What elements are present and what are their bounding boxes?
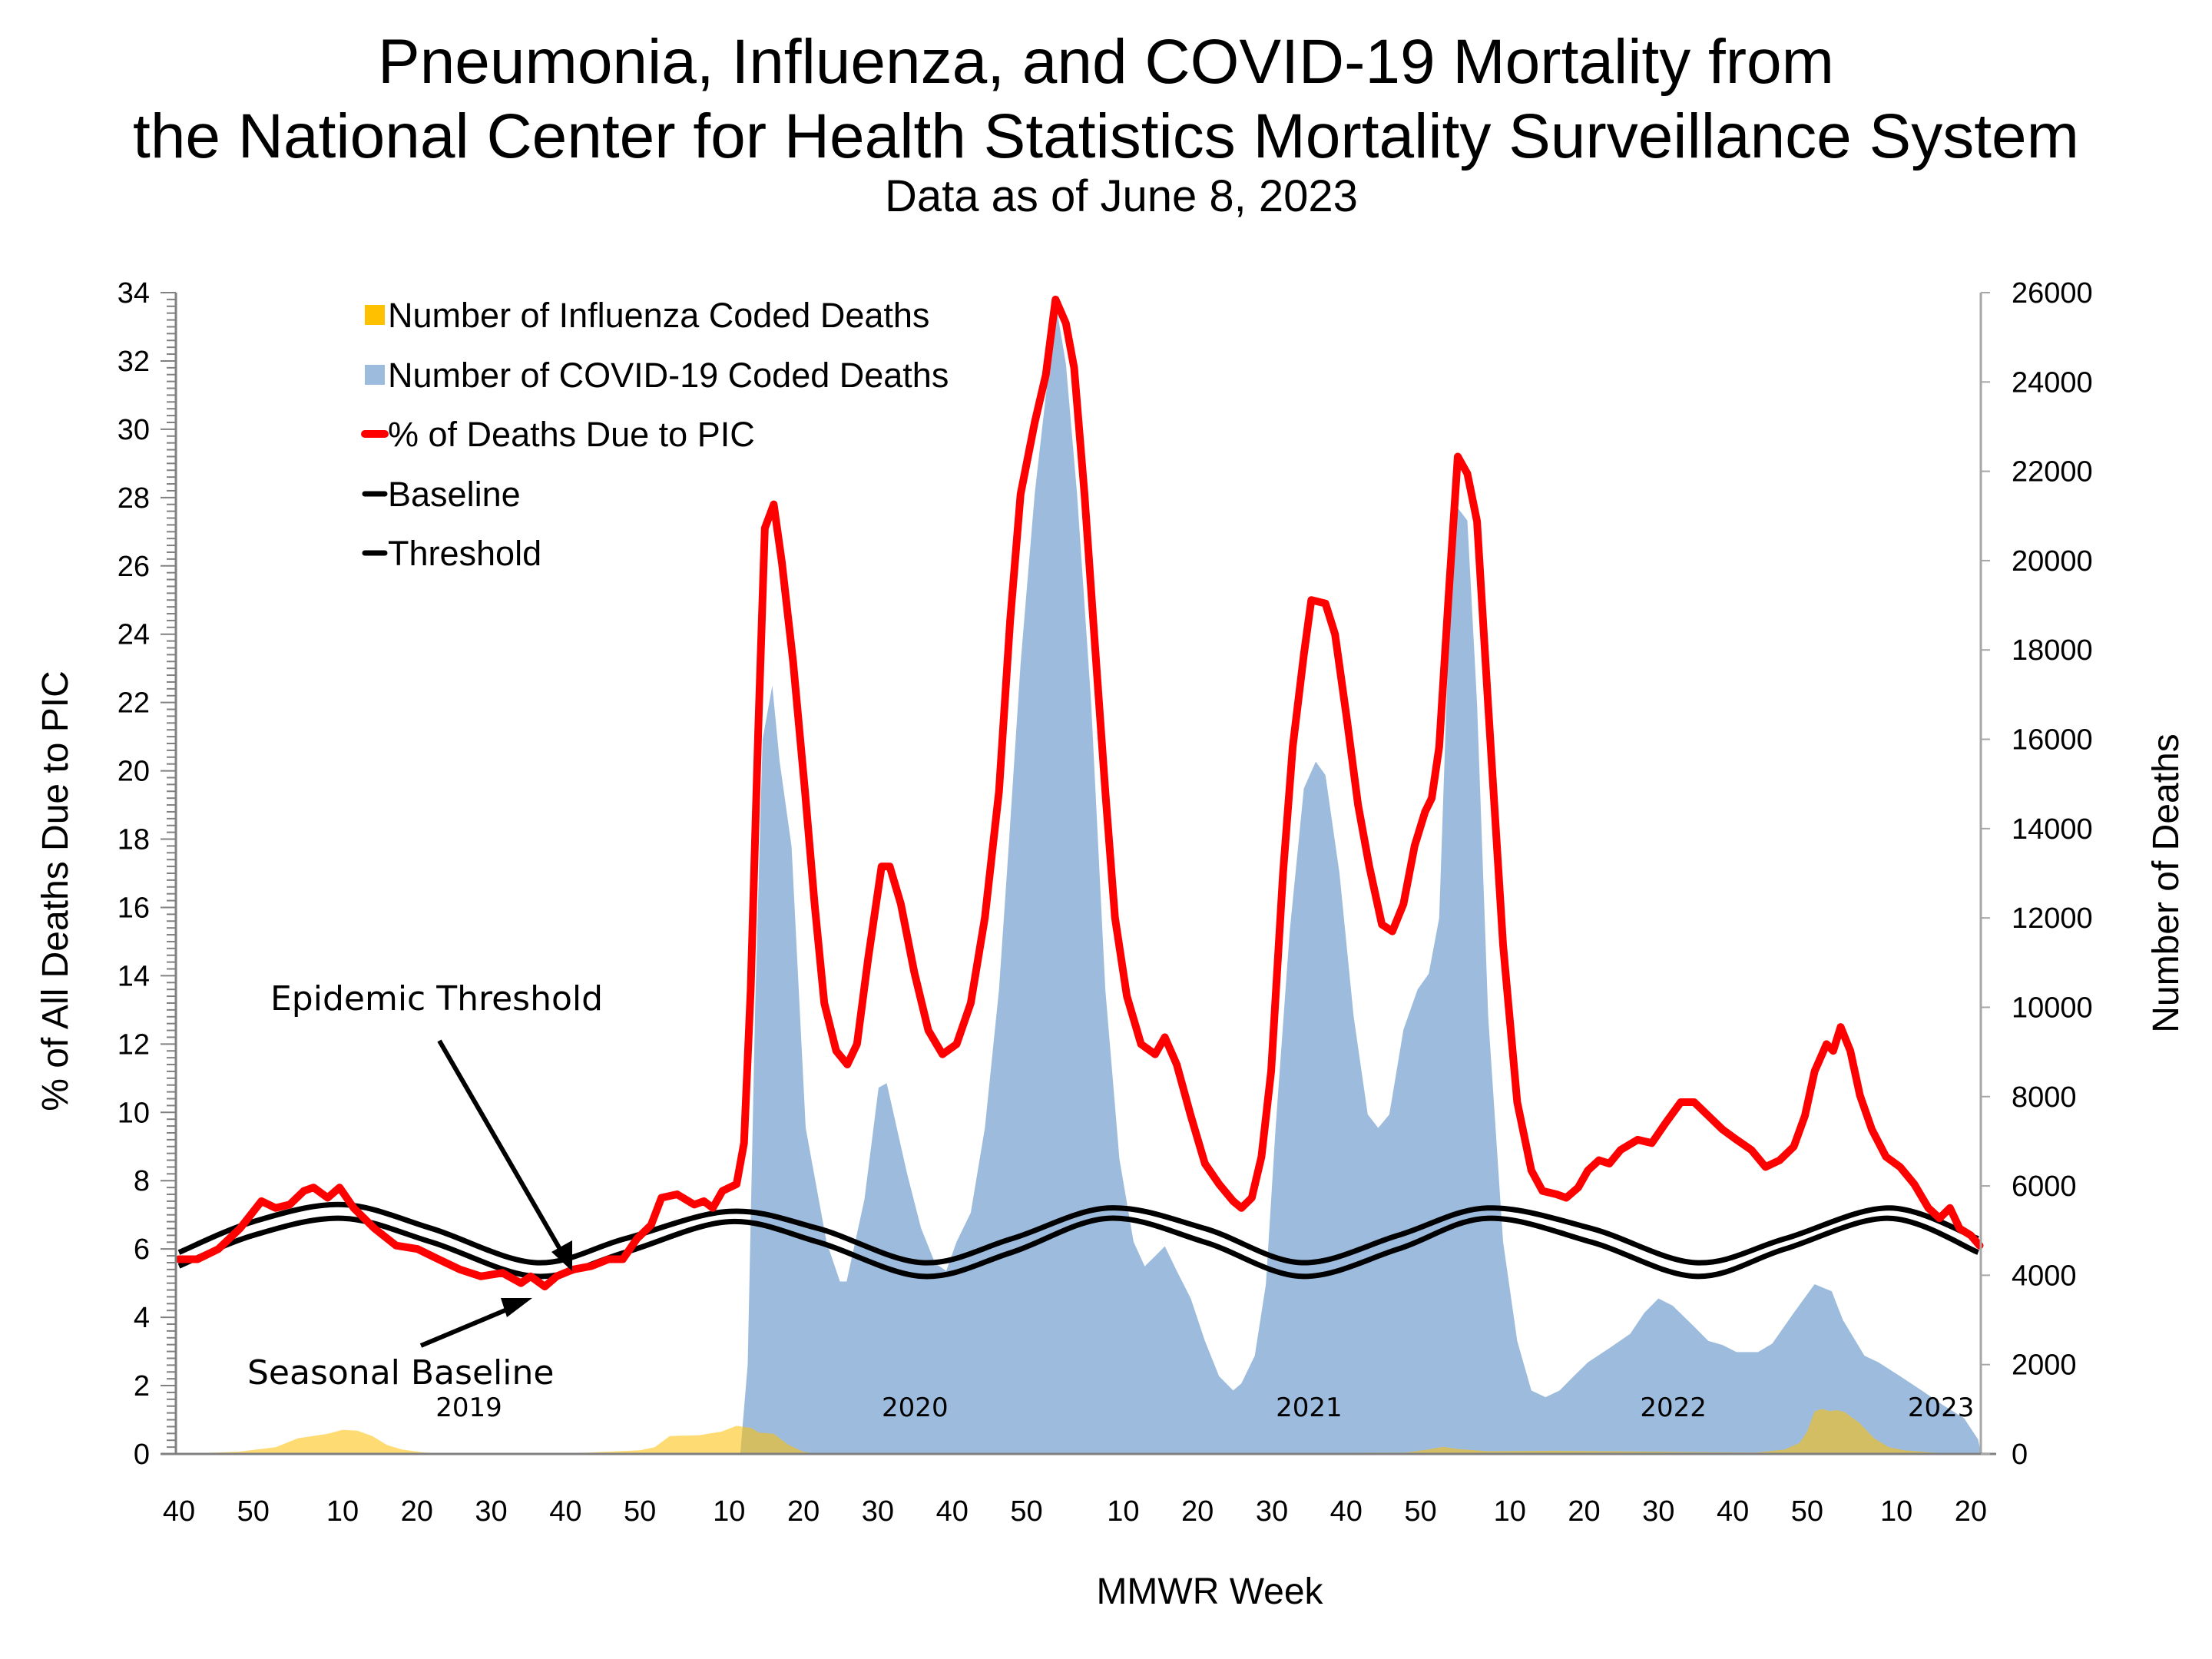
legend-item: % of Deaths Due to PIC (361, 415, 755, 454)
chart-title-line-1: Pneumonia, Influenza, and COVID-19 Morta… (378, 27, 1834, 97)
x-tick-label: 30 (862, 1495, 894, 1528)
y-left-tick-label: 10 (118, 1097, 150, 1129)
y-left-tick-label: 20 (118, 756, 150, 788)
y-left-tick-label: 28 (118, 482, 150, 515)
x-tick-label: 50 (624, 1495, 656, 1528)
y-right-tick-label: 4000 (2012, 1260, 2077, 1292)
annotation-seasonal-baseline: Seasonal Baseline (247, 1298, 554, 1392)
axes-group: 0246810121416182022242628303234020004000… (118, 277, 2093, 1528)
y-left-tick-label: 6 (134, 1233, 150, 1266)
x-tick-label: 40 (1330, 1495, 1363, 1528)
y-right-tick-label: 2000 (2012, 1349, 2077, 1382)
x-tick-label: 30 (1256, 1495, 1288, 1528)
annotation-epidemic-threshold-label: Epidemic Threshold (270, 979, 603, 1018)
y-right-tick-label: 8000 (2012, 1081, 2077, 1114)
x-tick-label: 10 (1107, 1495, 1139, 1528)
area-series-group (179, 301, 1982, 1455)
influenza-deaths-area (179, 1409, 1979, 1454)
x-tick-label: 50 (1010, 1495, 1042, 1528)
x-tick-label: 50 (1791, 1495, 1823, 1528)
year-label: 2020 (882, 1392, 949, 1423)
legend-label: Number of COVID-19 Coded Deaths (388, 356, 949, 395)
legend-label: % of Deaths Due to PIC (388, 415, 755, 454)
x-tick-label: 30 (475, 1495, 507, 1528)
y-right-tick-label: 6000 (2012, 1171, 2077, 1203)
x-tick-label: 10 (1880, 1495, 1912, 1528)
year-label: 2022 (1640, 1392, 1707, 1423)
y-right-tick-label: 14000 (2012, 813, 2093, 846)
legend: Number of Influenza Coded Deaths Number o… (361, 296, 949, 573)
y-right-tick-label: 10000 (2012, 992, 2093, 1024)
y-left-tick-label: 32 (118, 346, 150, 378)
y-left-tick-label: 2 (134, 1370, 150, 1402)
x-tick-label: 20 (1955, 1495, 1987, 1528)
x-tick-label: 50 (237, 1495, 270, 1528)
x-tick-label: 40 (549, 1495, 581, 1528)
y-right-tick-label: 22000 (2012, 456, 2093, 488)
y-right-tick-label: 20000 (2012, 545, 2093, 578)
y-right-tick-label: 26000 (2012, 277, 2093, 310)
y-right-tick-label: 24000 (2012, 366, 2093, 399)
y-left-tick-label: 0 (134, 1439, 150, 1471)
arrow-line (437, 1039, 568, 1261)
y-right-tick-label: 12000 (2012, 902, 2093, 935)
arrow-line (419, 1303, 518, 1348)
legend-label: Baseline (388, 475, 521, 514)
legend-item: Baseline (362, 475, 521, 514)
legend-item: Number of COVID-19 Coded Deaths (365, 356, 949, 395)
chart-title-line-2: the National Center for Health Statistic… (133, 101, 2079, 171)
baseline-line (177, 1215, 1979, 1280)
arrow-head-icon (551, 1240, 572, 1271)
y-axis-right-title: Number of Deaths (2146, 733, 2187, 1033)
x-tick-label: 40 (163, 1495, 195, 1528)
y-left-tick-label: 34 (118, 277, 150, 310)
year-label: 2023 (1908, 1392, 1975, 1423)
covid-deaths-area (179, 301, 1982, 1455)
x-axis-title: MMWR Week (1096, 1571, 1323, 1612)
year-label: 2019 (435, 1392, 502, 1423)
legend-label: Number of Influenza Coded Deaths (388, 296, 929, 335)
y-left-tick-label: 14 (118, 960, 150, 992)
y-left-tick-label: 22 (118, 687, 150, 720)
x-tick-label: 10 (1494, 1495, 1526, 1528)
x-tick-label: 10 (326, 1495, 359, 1528)
x-tick-label: 20 (1181, 1495, 1214, 1528)
y-left-tick-label: 26 (118, 551, 150, 583)
y-left-tick-label: 16 (118, 892, 150, 924)
annotation-epidemic-threshold: Epidemic Threshold (270, 979, 603, 1271)
y-axis-left-title: % of All Deaths Due to PIC (35, 671, 76, 1111)
legend-swatch-icon (365, 305, 385, 325)
y-left-tick-label: 8 (134, 1165, 150, 1197)
year-labels-group: 2019 2020 2021 2022 2023 (435, 1392, 1974, 1423)
x-tick-label: 30 (1642, 1495, 1674, 1528)
x-tick-label: 40 (1717, 1495, 1749, 1528)
arrow-head-icon (501, 1298, 532, 1317)
chart-subtitle: Data as of June 8, 2023 (885, 171, 1358, 221)
x-tick-label: 20 (787, 1495, 820, 1528)
y-right-tick-label: 0 (2012, 1439, 2028, 1471)
x-tick-label: 20 (401, 1495, 433, 1528)
annotation-seasonal-baseline-label: Seasonal Baseline (247, 1353, 554, 1392)
x-tick-label: 10 (713, 1495, 745, 1528)
line-series-group (175, 295, 1984, 1291)
y-left-tick-label: 12 (118, 1028, 150, 1061)
legend-item: Threshold (362, 534, 541, 573)
y-left-tick-label: 4 (134, 1302, 150, 1334)
legend-swatch-icon (365, 365, 385, 385)
y-left-tick-label: 30 (118, 414, 150, 446)
y-left-tick-label: 18 (118, 824, 150, 856)
threshold-line (177, 1201, 1979, 1266)
x-tick-label: 20 (1568, 1495, 1600, 1528)
x-tick-label: 40 (936, 1495, 969, 1528)
y-left-tick-label: 24 (118, 619, 150, 651)
y-right-tick-label: 18000 (2012, 634, 2093, 667)
year-label: 2021 (1276, 1392, 1343, 1423)
x-tick-label: 50 (1404, 1495, 1436, 1528)
legend-item: Number of Influenza Coded Deaths (365, 296, 929, 335)
y-right-tick-label: 16000 (2012, 724, 2093, 757)
legend-label: Threshold (388, 534, 541, 573)
